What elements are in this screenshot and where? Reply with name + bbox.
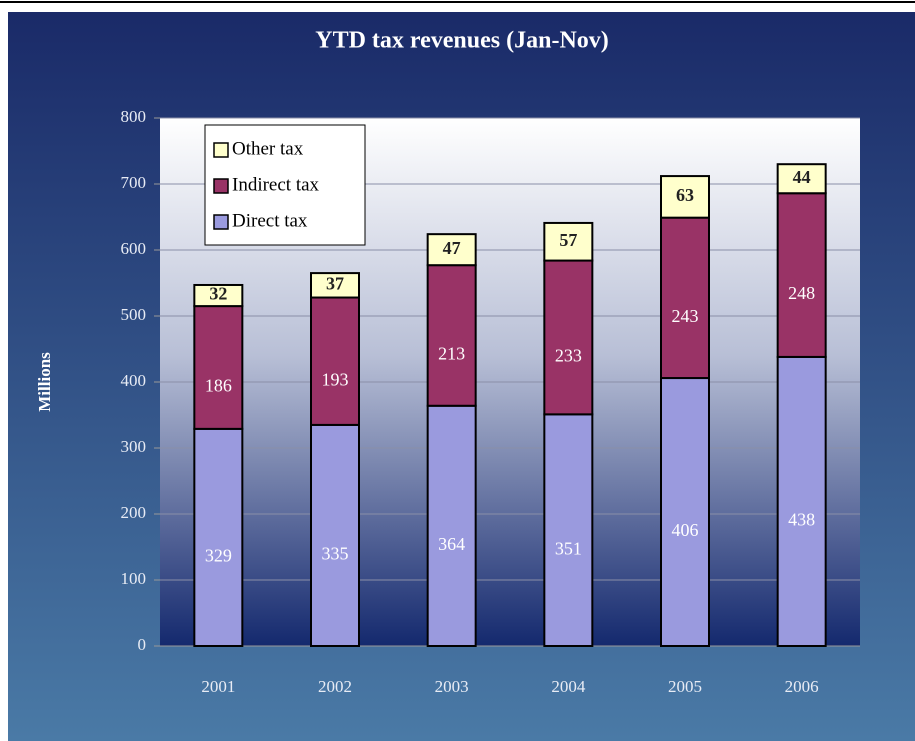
data-label: 335 [322, 544, 349, 564]
bar-segment [193, 283, 244, 308]
x-tick-label: 2006 [785, 677, 819, 696]
x-tick-label: 2004 [551, 677, 586, 696]
data-label: 37 [326, 273, 344, 293]
y-tick-label: 600 [121, 239, 147, 258]
data-label: 243 [672, 306, 699, 326]
data-label: 186 [205, 376, 232, 396]
data-label: 329 [205, 546, 232, 566]
data-label: 233 [555, 346, 582, 366]
legend-swatch [213, 178, 229, 194]
bar-segment [776, 163, 827, 195]
bar-segment [193, 305, 244, 430]
bar-segment [776, 192, 827, 358]
legend-label: Direct tax [232, 210, 308, 231]
x-tick-label: 2002 [318, 677, 352, 696]
data-label: 364 [438, 534, 465, 554]
data-label: 193 [322, 369, 349, 389]
bar-segment [193, 427, 244, 647]
data-label: 406 [672, 520, 699, 540]
data-label: 44 [793, 167, 811, 187]
bar-segment [426, 233, 477, 267]
y-tick-label: 100 [121, 569, 147, 588]
chart-title: YTD tax revenues (Jan-Nov) [315, 28, 609, 54]
y-tick-label: 0 [138, 635, 147, 654]
bar-segment [310, 423, 360, 647]
y-axis-label: Millions [35, 352, 54, 412]
x-tick-label: 2001 [201, 677, 235, 696]
legend-label: Other tax [232, 138, 304, 159]
legend-swatch [213, 142, 229, 158]
y-tick-label: 500 [121, 305, 147, 324]
y-tick-label: 200 [121, 503, 147, 522]
bar-segment [543, 413, 594, 647]
y-tick-label: 300 [121, 437, 147, 456]
bar-segment [660, 377, 710, 647]
bar-segment [426, 264, 477, 407]
bar-segment [543, 259, 594, 416]
bar-segment [776, 355, 827, 647]
bar-segment [310, 296, 360, 426]
data-label: 57 [559, 230, 577, 250]
legend-label: Indirect tax [232, 174, 320, 195]
data-label: 32 [209, 284, 227, 304]
bar-segment [543, 221, 594, 262]
x-tick-label: 2005 [668, 677, 702, 696]
y-tick-label: 800 [121, 107, 147, 126]
data-label: 213 [438, 344, 465, 364]
y-tick-label: 700 [121, 173, 147, 192]
x-tick-label: 2003 [435, 677, 469, 696]
bar-segment [660, 216, 710, 380]
data-label: 351 [555, 538, 582, 558]
legend-box [204, 124, 366, 246]
bar-segment [310, 272, 360, 299]
y-tick-label: 400 [121, 371, 147, 390]
data-label: 63 [676, 185, 694, 205]
data-label: 248 [788, 283, 815, 303]
legend-swatch [213, 214, 229, 230]
data-label: 438 [788, 510, 815, 530]
bar-segment [426, 404, 477, 648]
data-label: 47 [443, 238, 461, 258]
bar-segment [660, 175, 710, 219]
